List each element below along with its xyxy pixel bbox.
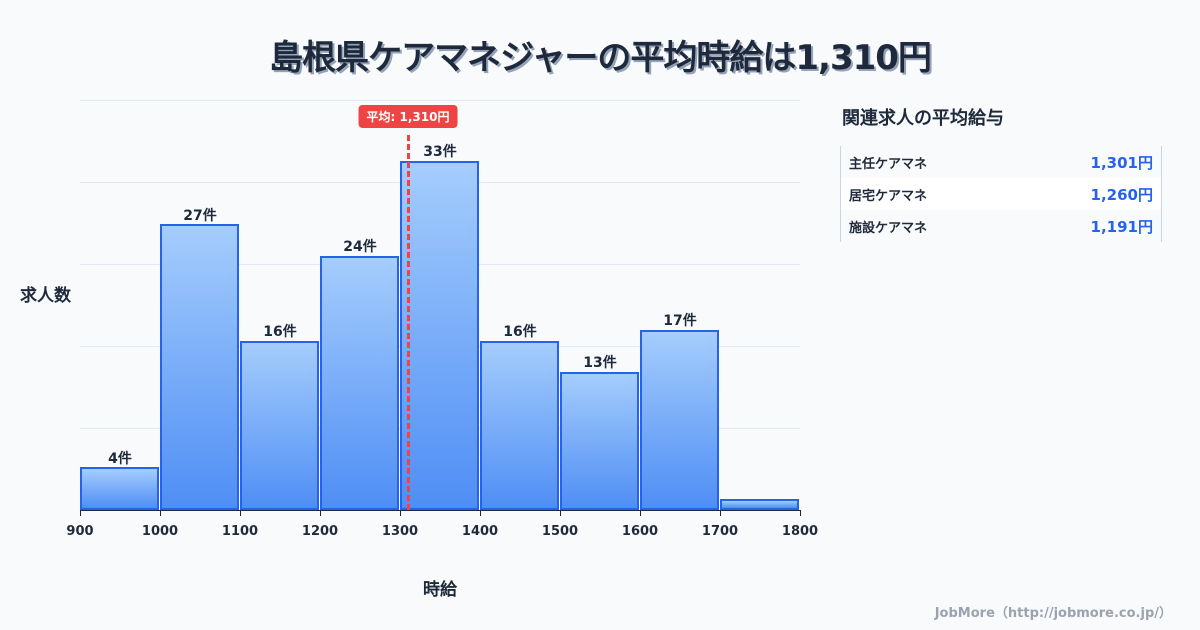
x-tick-label: 1700 xyxy=(701,524,739,539)
x-tick xyxy=(80,510,81,516)
job-name: 主任ケアマネ xyxy=(849,156,928,172)
histogram-bar[interactable] xyxy=(240,341,319,510)
x-tick-label: 1800 xyxy=(781,524,819,539)
x-tick-label: 1300 xyxy=(381,524,419,539)
histogram-bar[interactable] xyxy=(480,341,559,510)
x-tick-label: 1000 xyxy=(141,524,179,539)
histogram-bar[interactable] xyxy=(720,499,799,510)
average-badge: 平均: 1,310円 xyxy=(358,105,458,128)
job-name: 施設ケアマネ xyxy=(849,220,928,236)
x-tick xyxy=(160,510,161,516)
bar-value-label: 13件 xyxy=(583,355,617,371)
x-tick-label: 1100 xyxy=(221,524,259,539)
x-axis xyxy=(80,510,800,511)
salary-value: 1,191円 xyxy=(1090,217,1153,236)
histogram-bar[interactable] xyxy=(320,256,399,510)
average-line xyxy=(407,135,410,510)
x-tick xyxy=(240,510,241,516)
x-tick xyxy=(320,510,321,516)
histogram-bar[interactable] xyxy=(160,224,239,510)
x-tick xyxy=(720,510,721,516)
histogram-bar[interactable] xyxy=(80,467,159,510)
histogram-bar[interactable] xyxy=(400,161,479,510)
page-title: 島根県ケアマネジャーの平均時給は1,310円 xyxy=(269,38,932,78)
x-tick xyxy=(800,510,801,516)
related-salary-row: 施設ケアマネ 1,191円 xyxy=(841,210,1161,242)
x-tick-label: 900 xyxy=(66,524,94,539)
salary-value: 1,301円 xyxy=(1090,153,1153,172)
histogram-bar[interactable] xyxy=(560,372,639,510)
source-credit: JobMore（http://jobmore.co.jp/） xyxy=(934,606,1172,621)
bar-value-label: 17件 xyxy=(663,313,697,329)
x-tick-label: 1600 xyxy=(621,524,659,539)
bar-value-label: 33件 xyxy=(423,144,457,160)
related-salary-table: 主任ケアマネ 1,301円 居宅ケアマネ 1,260円 施設ケアマネ 1,191… xyxy=(840,146,1162,242)
bar-value-label: 24件 xyxy=(343,239,377,255)
related-salary-row: 主任ケアマネ 1,301円 xyxy=(841,146,1161,178)
x-tick-label: 1200 xyxy=(301,524,339,539)
x-tick-label: 1500 xyxy=(541,524,579,539)
x-tick xyxy=(560,510,561,516)
bar-value-label: 27件 xyxy=(183,208,217,224)
bar-value-label: 4件 xyxy=(108,451,132,467)
histogram-plot: 4件 27件 16件 24件 33件 16件 13件 17件 xyxy=(80,100,800,510)
y-axis-label: 求人数 xyxy=(20,286,71,306)
related-salary-row: 居宅ケアマネ 1,260円 xyxy=(841,178,1161,210)
x-tick xyxy=(480,510,481,516)
x-axis-label: 時給 xyxy=(423,580,457,600)
x-tick xyxy=(400,510,401,516)
job-name: 居宅ケアマネ xyxy=(849,188,928,204)
bar-value-label: 16件 xyxy=(263,324,297,340)
gridline xyxy=(80,100,800,101)
histogram-bar[interactable] xyxy=(640,330,719,510)
related-salary-title: 関連求人の平均給与 xyxy=(842,108,1004,129)
x-tick xyxy=(640,510,641,516)
x-tick-label: 1400 xyxy=(461,524,499,539)
bar-value-label: 16件 xyxy=(503,324,537,340)
salary-value: 1,260円 xyxy=(1090,185,1153,204)
